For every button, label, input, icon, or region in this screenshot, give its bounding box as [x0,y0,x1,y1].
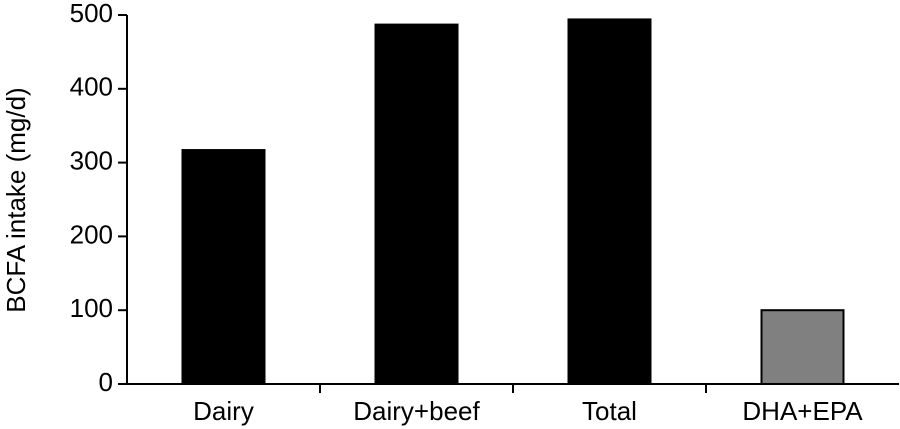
y-axis-label: BCFA intake (mg/d) [1,87,31,312]
y-tick-label: 300 [70,145,113,175]
x-tick-label: Dairy [193,396,254,426]
x-tick-label: DHA+EPA [742,396,863,426]
y-tick-label: 400 [70,72,113,102]
y-tick-label: 0 [99,367,113,397]
y-tick-label: 200 [70,219,113,249]
bar [181,149,266,385]
x-tick-label: Total [582,396,637,426]
bar [760,309,845,386]
x-tick-label: Dairy+beef [353,396,480,426]
y-tick-label: 100 [70,293,113,323]
y-tick-label: 500 [70,0,113,28]
bar [374,23,459,386]
bar [567,18,652,385]
